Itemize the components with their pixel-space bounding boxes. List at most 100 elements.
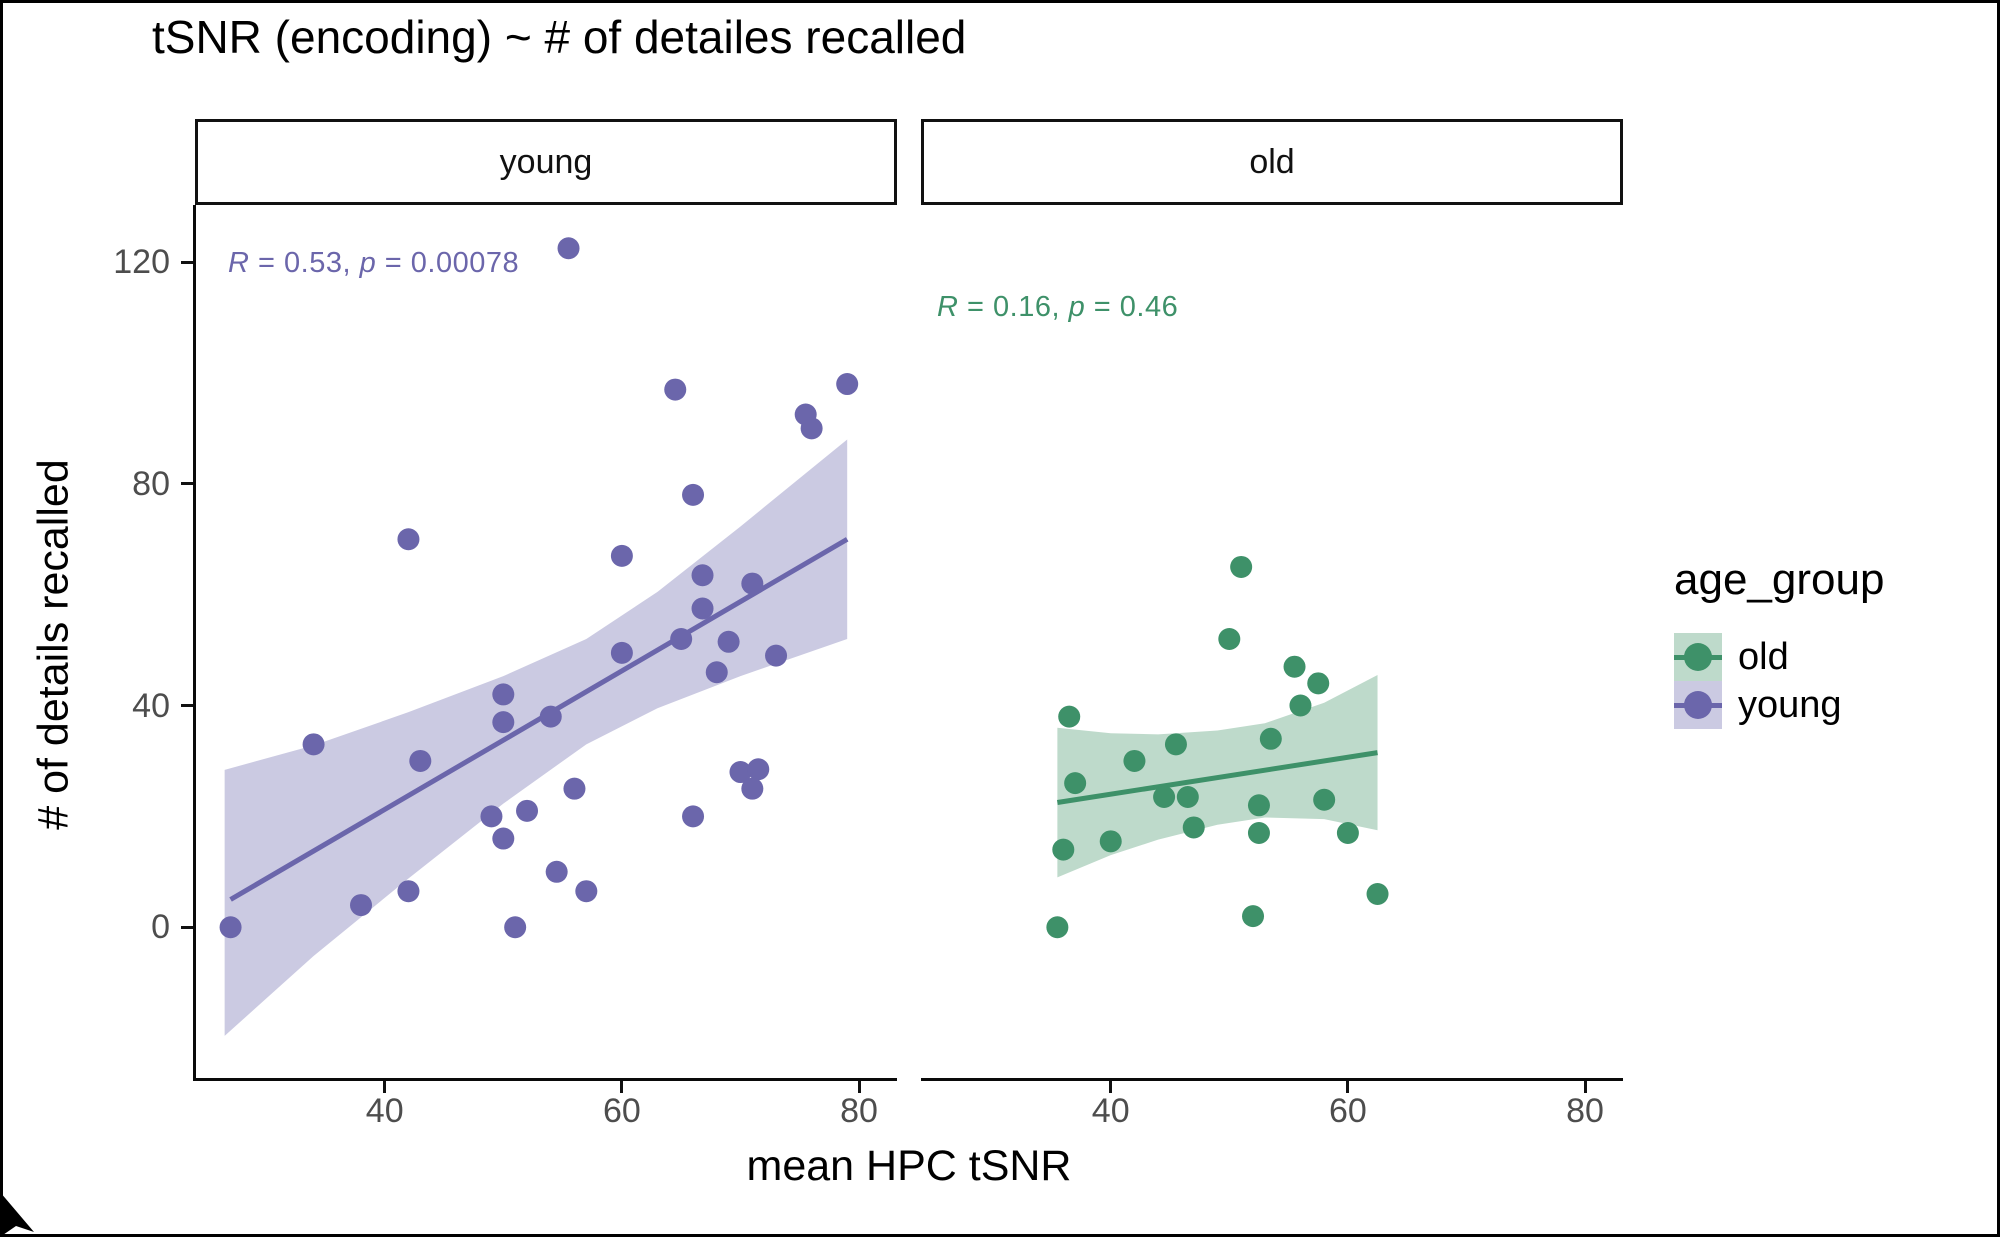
facet-strip-label-old: old	[1249, 142, 1295, 181]
legend-point-icon	[1684, 691, 1712, 719]
x-tick-label: 40	[1091, 1092, 1130, 1130]
data-point	[575, 880, 598, 903]
legend-item-young: young	[1660, 681, 1884, 729]
regression-line	[229, 537, 849, 902]
y-tick-mark	[181, 704, 193, 708]
data-point	[1336, 822, 1359, 845]
facet-strip-old: old	[921, 119, 1623, 205]
x-tick-label: 40	[365, 1092, 404, 1130]
legend: age_group old young	[1660, 555, 1884, 729]
annotation-p-symbol: p	[1068, 291, 1086, 323]
y-tick-label: 120	[113, 243, 170, 282]
data-point	[1064, 772, 1087, 795]
data-point	[717, 630, 740, 653]
data-point	[1099, 830, 1122, 853]
data-point	[1313, 788, 1336, 811]
cursor-arrow	[0, 1192, 34, 1237]
x-tick-mark	[1109, 1081, 1113, 1093]
annotation-r-value: = 0.53,	[249, 247, 360, 279]
legend-label-old: old	[1738, 635, 1789, 678]
data-point	[691, 597, 714, 620]
legend-point-icon	[1684, 643, 1712, 671]
x-tick-label: 80	[1566, 1092, 1604, 1130]
confidence-ribbon	[224, 439, 848, 1036]
data-point	[747, 758, 770, 781]
y-tick-label: 0	[151, 908, 170, 947]
data-point	[682, 483, 705, 506]
data-point	[1153, 785, 1176, 808]
legend-key-young	[1674, 681, 1722, 729]
annotation-p-symbol: p	[359, 247, 377, 279]
data-point	[1307, 672, 1330, 695]
y-tick-mark	[181, 925, 193, 929]
data-point	[800, 417, 823, 440]
legend-key-old	[1674, 633, 1722, 681]
y-tick-mark	[181, 482, 193, 486]
data-point	[350, 894, 373, 917]
x-tick-mark	[1346, 1081, 1350, 1093]
panel-old: R = 0.16, p = 0.46	[921, 205, 1623, 1078]
legend-item-old: old	[1660, 633, 1884, 681]
data-point	[741, 777, 764, 800]
data-point	[1164, 733, 1187, 756]
data-point	[1046, 916, 1069, 939]
data-point	[397, 528, 420, 551]
data-point	[1242, 905, 1265, 928]
data-point	[729, 761, 752, 784]
data-point	[664, 378, 687, 401]
data-point	[539, 705, 562, 728]
data-point	[492, 827, 515, 850]
y-tick-mark	[181, 260, 193, 264]
data-point	[480, 805, 503, 828]
x-tick-mark	[857, 1081, 861, 1093]
annotation-r-value: = 0.16,	[958, 291, 1069, 323]
data-point	[397, 880, 420, 903]
data-point	[1058, 705, 1081, 728]
data-point	[409, 749, 432, 772]
x-axis-line-old	[921, 1078, 1623, 1081]
x-axis-line-young	[193, 1078, 897, 1081]
data-point	[670, 628, 693, 651]
data-point	[610, 544, 633, 567]
annotation-r-symbol: R	[228, 247, 250, 279]
data-point	[1218, 628, 1241, 651]
data-point	[691, 564, 714, 587]
data-point	[1366, 882, 1389, 905]
x-tick-label: 80	[840, 1092, 878, 1130]
data-point	[1259, 727, 1282, 750]
data-point	[682, 805, 705, 828]
correlation-annotation-old: R = 0.16, p = 0.46	[937, 291, 1178, 324]
x-tick-mark	[383, 1081, 387, 1093]
scatter-canvas-young	[219, 237, 859, 1036]
annotation-r-symbol: R	[937, 291, 959, 323]
data-point	[545, 860, 568, 883]
data-point	[492, 683, 515, 706]
data-point	[1247, 822, 1270, 845]
data-point	[504, 916, 527, 939]
x-axis-title: mean HPC tSNR	[746, 1142, 1072, 1190]
data-point	[1289, 694, 1312, 717]
annotation-p-value: = 0.46	[1085, 291, 1179, 323]
correlation-annotation-young: R = 0.53, p = 0.00078	[228, 247, 519, 280]
x-tick-label: 60	[602, 1092, 641, 1130]
data-point	[1123, 749, 1146, 772]
data-point	[836, 373, 859, 396]
data-point	[1182, 816, 1205, 839]
data-point	[1176, 785, 1199, 808]
data-point	[563, 777, 586, 800]
annotation-p-value: = 0.00078	[376, 247, 520, 279]
data-point	[705, 661, 728, 684]
data-point	[765, 644, 788, 667]
data-point	[741, 572, 764, 595]
data-point	[1247, 794, 1270, 817]
regression-line	[1056, 750, 1378, 805]
data-point	[492, 711, 515, 734]
x-tick-label: 60	[1328, 1092, 1367, 1130]
y-tick-label: 80	[132, 464, 170, 503]
scatter-canvas-old	[1046, 555, 1389, 939]
legend-title: age_group	[1674, 555, 1885, 604]
facet-strip-young: young	[195, 119, 897, 205]
data-point	[1230, 555, 1253, 578]
data-point	[1283, 655, 1306, 678]
x-tick-mark	[620, 1081, 624, 1093]
